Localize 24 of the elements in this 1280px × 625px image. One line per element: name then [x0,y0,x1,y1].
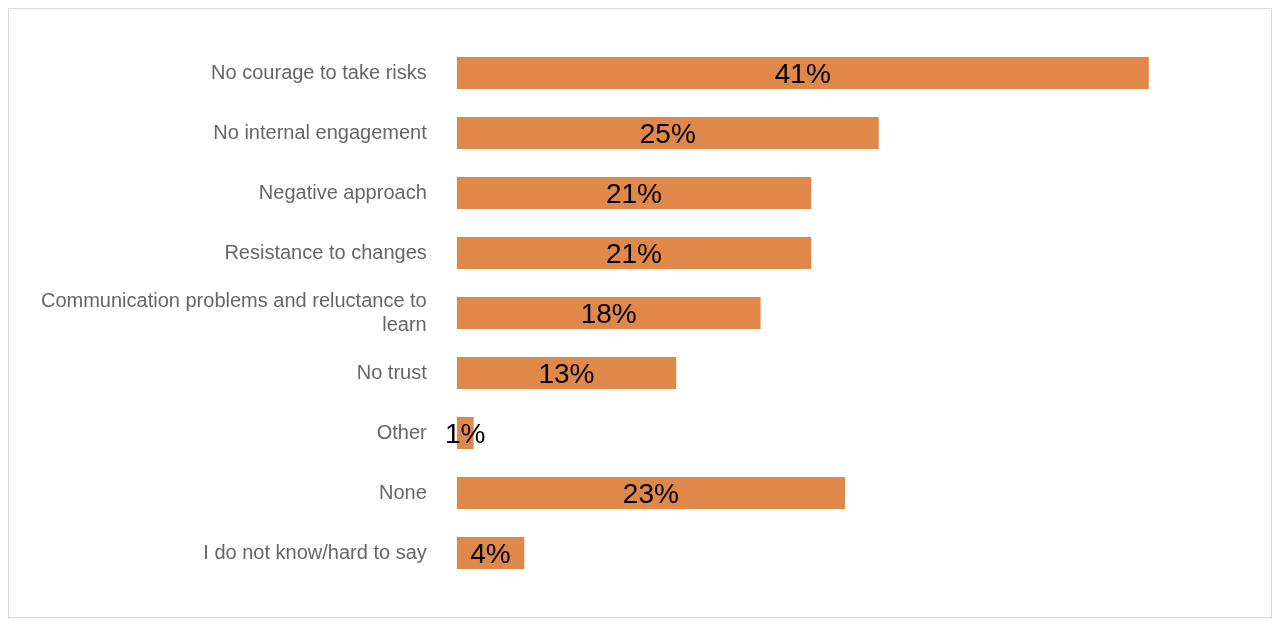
y-tick-label: Communication problems and reluctance to learn [40,288,427,335]
data-label: 23% [622,477,679,509]
data-label: 21% [605,177,663,209]
bar [456,177,812,209]
y-tick-label: No trust [356,360,428,383]
bar [456,357,677,389]
y-tick-label: Resistance to changes [224,240,427,263]
bar [456,237,812,269]
data-label: 41% [774,57,831,89]
bar [456,57,1149,89]
bar [456,297,761,329]
data-label: 13% [538,357,595,389]
y-tick-label: Negative approach [258,180,427,203]
data-label: 18% [580,297,637,329]
data-label: 21% [605,237,663,269]
bar [456,477,845,509]
y-tick-label: I do not know/hard to say [203,540,427,563]
bar [456,117,879,149]
y-tick-label: No internal engagement [213,120,428,143]
y-tick-label: None [378,480,427,503]
data-label: 4% [470,537,511,569]
y-tick-label: Other [376,420,428,443]
data-label: 25% [639,117,696,149]
y-tick-label: No courage to take risks [211,60,427,83]
